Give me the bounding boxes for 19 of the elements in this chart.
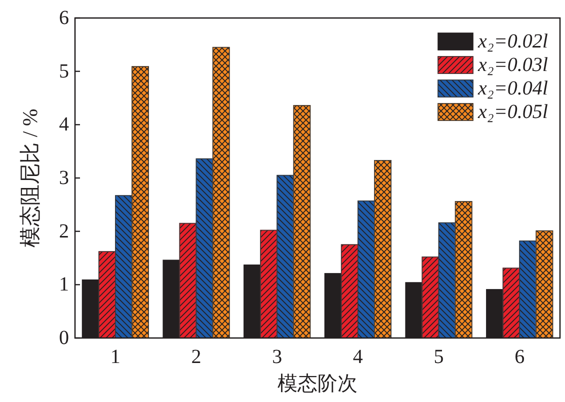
x-tick-label: 6 bbox=[514, 346, 525, 368]
x-tick-label: 1 bbox=[110, 346, 120, 368]
y-tick-label: 6 bbox=[59, 7, 69, 29]
y-tick-label: 1 bbox=[59, 274, 69, 296]
legend-label: x₂=0.02l bbox=[477, 30, 548, 52]
y-tick-label: 0 bbox=[59, 327, 69, 349]
legend-label: x₂=0.03l bbox=[477, 54, 548, 76]
y-tick-label: 2 bbox=[59, 220, 69, 242]
x-tick-label: 5 bbox=[434, 346, 444, 368]
y-tick-label: 3 bbox=[59, 167, 69, 189]
x-tick-label: 2 bbox=[191, 346, 202, 368]
x-tick-label: 3 bbox=[272, 346, 282, 368]
y-tick-label: 5 bbox=[59, 60, 69, 82]
y-axis-title: 模态阻尼比 / % bbox=[18, 108, 42, 248]
legend-label: x₂=0.05l bbox=[477, 101, 548, 123]
y-tick-label: 4 bbox=[59, 114, 69, 136]
legend-label: x₂=0.04l bbox=[477, 78, 548, 100]
x-axis-title: 模态阶次 bbox=[278, 373, 358, 395]
x-tick-label: 4 bbox=[352, 346, 363, 368]
